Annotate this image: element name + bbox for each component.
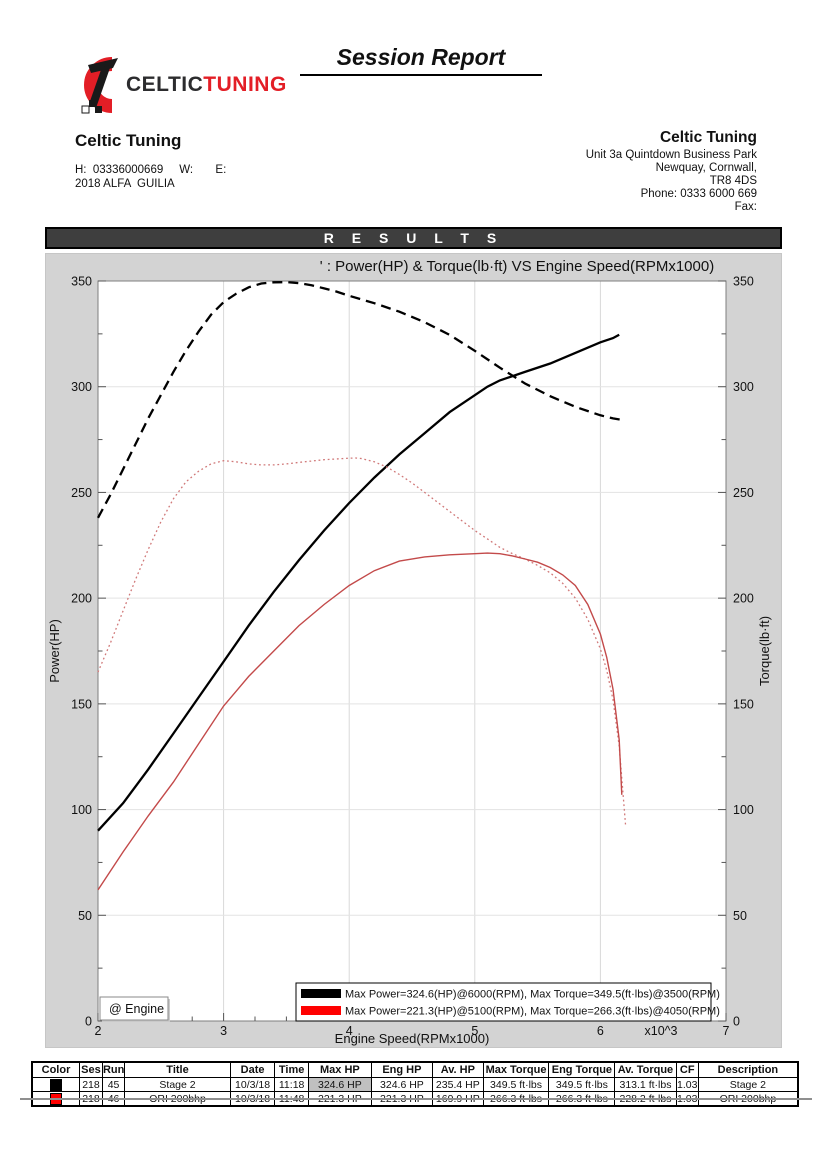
cell-max-hp: 324.6 HP: [307, 1077, 372, 1092]
cell-eng-torque: 349.5 ft·lbs: [548, 1077, 616, 1092]
dealer-name: Celtic Tuning: [75, 131, 182, 150]
logo-checker: [89, 100, 96, 107]
column-header-title: Title: [124, 1061, 231, 1078]
cell-av-torque: 313.1 ft·lbs: [614, 1077, 677, 1092]
y-axis-label-left: 250: [71, 486, 92, 500]
curve-stage2-power: [97, 333, 620, 832]
y-axis-title-right: Torque(lb·ft): [757, 616, 772, 686]
column-header-av-torque: Av. Torque: [614, 1061, 677, 1078]
company-address-line: Newquay, Cornwall,: [655, 162, 757, 174]
table-row: 218 45 Stage 2 10/3/18 11:18 324.6 HP 324.6 HP…: [31, 1077, 799, 1092]
run-color-cell: [31, 1077, 80, 1092]
cell-title: Stage 2: [124, 1077, 231, 1092]
y-axis-label-left: 100: [71, 803, 92, 817]
y-axis-title-left: Power(HP): [47, 619, 62, 683]
y-axis-label-right: 250: [733, 486, 754, 500]
x-axis-tick-label: 2: [95, 1024, 102, 1038]
cell-max-torque: 349.5 ft·lbs: [482, 1077, 550, 1092]
curve-ori-torque: [97, 457, 627, 825]
curve-ori-power: [97, 552, 623, 891]
company-phone-line: Phone: 0333 6000 669: [640, 188, 757, 200]
x-axis-multiplier-label: x10^3: [645, 1024, 678, 1038]
cell-run: 45: [101, 1077, 126, 1092]
x-axis-tick-label: 4: [346, 1024, 353, 1038]
logo-word-celtic: CELTIC: [126, 73, 204, 96]
column-header-max-torque: Max Torque: [482, 1061, 550, 1078]
y-axis-label-left: 350: [71, 275, 92, 289]
cell-time: 11:18: [274, 1077, 309, 1092]
run-color-swatch: [49, 1078, 62, 1091]
legend-label: Max Power=221.3(HP)@5100(RPM), Max Torqu…: [345, 1006, 720, 1018]
y-axis-label-right: 150: [733, 697, 754, 711]
x-axis-tick-label: 7: [723, 1024, 730, 1038]
runs-table: Color Ses Run Title Date Time Max HP Eng HP Av. …: [31, 1061, 799, 1107]
cell-av-hp: 235.4 HP: [432, 1077, 484, 1092]
legend-box: [295, 982, 712, 1022]
dealer-contact-line: H: 03336000669 W: E:: [75, 164, 227, 176]
y-axis-label-right: 300: [733, 380, 754, 394]
x-axis-tick-label: 3: [220, 1024, 227, 1038]
x-axis-tick-label: 6: [597, 1024, 604, 1038]
logo-word-tuning: TUNING: [203, 73, 287, 96]
y-axis-label-left: 300: [71, 380, 92, 394]
y-axis-label-right: 0: [733, 1015, 740, 1029]
column-header-max-hp: Max HP: [307, 1061, 372, 1078]
cell-date: 10/3/18: [229, 1077, 276, 1092]
y-axis-label-left: 50: [78, 909, 92, 923]
column-header-eng-torque: Eng Torque: [548, 1061, 616, 1078]
column-header-date: Date: [229, 1061, 276, 1078]
column-header-eng-hp: Eng HP: [370, 1061, 434, 1078]
column-header-av-hp: Av. HP: [432, 1061, 484, 1078]
chart-title: ' : Power(HP) & Torque(lb·ft) VS Engine …: [320, 258, 714, 275]
x-axis-title: Engine Speed(RPMx1000): [335, 1031, 490, 1046]
results-banner: R E S U L T S: [45, 227, 782, 249]
company-address-block: Celtic Tuning Unit 3a Quintdown Business…: [586, 129, 757, 214]
y-axis-label-right: 200: [733, 592, 754, 606]
engine-box: [99, 996, 169, 1021]
column-header-cf: CF: [675, 1061, 699, 1078]
logo-t-stem: [89, 65, 111, 108]
y-axis-label-left: 150: [71, 697, 92, 711]
y-axis-label-right: 100: [733, 803, 754, 817]
plot-area: [98, 281, 726, 1021]
cell-description: Stage 2: [697, 1077, 799, 1092]
y-axis-label-left: 0: [85, 1015, 92, 1029]
celtic-tuning-logo: CELTICTUNING: [68, 50, 298, 120]
cell-ses: 218: [78, 1077, 103, 1092]
legend-label: Max Power=324.6(HP)@6000(RPM), Max Torqu…: [345, 989, 720, 1001]
legend-swatch: [301, 1006, 341, 1015]
y-axis-label-left: 200: [71, 592, 92, 606]
column-header-description: Description: [697, 1061, 799, 1078]
x-axis-tick-label: 5: [471, 1024, 478, 1038]
chart-svg: 0 0 50 50 100 100 150 150 200 200 250 250 300 300 350 3…: [47, 258, 772, 1046]
logo-checker: [95, 106, 102, 113]
cell-eng-hp: 324.6 HP: [370, 1077, 434, 1092]
curve-stage2-torque: [96, 280, 626, 519]
dealer-block: Celtic Tuning H: 03336000669 W: E: 2018 …: [75, 131, 226, 191]
company-address-line: TR8 4DS: [709, 175, 757, 187]
footer-divider: [20, 1098, 812, 1100]
company-name: Celtic Tuning: [659, 129, 757, 146]
logo-checker: [81, 105, 90, 114]
column-header-color: Color: [31, 1061, 80, 1078]
legend-swatch: [301, 989, 341, 998]
column-header-time: Time: [274, 1061, 309, 1078]
company-fax-line: Fax:: [734, 201, 757, 213]
y-axis-label-right: 350: [733, 275, 754, 289]
engine-box-label: @ Engine: [109, 1002, 164, 1016]
logo-emblem-icon: [81, 57, 118, 114]
cell-av-hp: 169.9 HP: [432, 1091, 484, 1107]
cell-cf: 1.03: [675, 1077, 699, 1092]
y-axis-label-right: 50: [733, 909, 747, 923]
page-title: Session Report: [300, 44, 542, 76]
logo-t-bar: [88, 58, 118, 73]
column-header-ses: Ses: [78, 1061, 103, 1078]
vehicle-line: 2018 ALFA GUILIA: [75, 178, 175, 190]
column-header-run: Run: [101, 1061, 126, 1078]
dyno-chart: 0 0 50 50 100 100 150 150 200 200 250 250 300 300 350 3…: [45, 253, 782, 1048]
company-address-line: Unit 3a Quintdown Business Park: [585, 149, 757, 161]
